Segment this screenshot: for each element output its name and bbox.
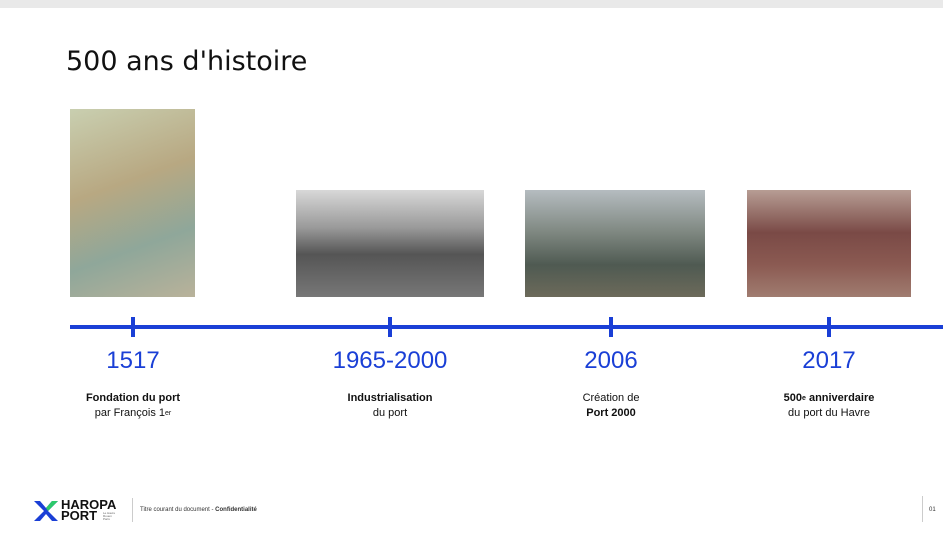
year: 2006 [511,347,711,375]
running-title: Titre courant du document - Confidential… [140,507,257,513]
description-line: par François 1er [33,406,233,421]
image-500 [747,190,911,297]
timeline-line [70,325,943,329]
description-line: du port du Havre [729,406,929,421]
divider [922,496,923,522]
text-segment: du port du Havre [788,407,870,419]
text-segment: par François 1 [95,407,165,419]
description-line: Port 2000 [511,406,711,421]
timeline-tick [827,317,831,337]
description-line: Fondation du port [33,391,233,406]
timeline-tick [609,317,613,337]
timeline-tick [131,317,135,337]
image-industrial [296,190,484,297]
year: 1965-2000 [290,347,490,375]
description: Création de Port 2000 [511,391,711,421]
text-segment: du port [373,407,407,419]
text-segment: Industrialisation [348,392,433,404]
running-text: Titre courant du document - [140,507,215,513]
text-segment: Fondation du port [86,392,180,404]
confidentiality: Confidentialité [215,507,257,513]
timeline-tick [388,317,392,337]
description: Fondation du port par François 1er [33,391,233,421]
description-line: du port [290,406,490,421]
text-segment: er [165,410,171,417]
text-segment: 500 [784,392,802,404]
logo-small: Le Havre Rouen Paris [103,512,119,521]
title: 500 ans d'histoire [66,46,307,77]
text-segment: Port 2000 [586,407,636,419]
year: 2017 [729,347,929,375]
description-line: Création de [511,391,711,406]
text-segment: Création de [583,392,640,404]
description-line: Industrialisation [290,391,490,406]
image-map [70,109,195,297]
description: Industrialisation du port [290,391,490,421]
image-port2000 [525,190,705,297]
page-number: 01 [929,507,936,513]
logo-icon [34,501,58,521]
slide: 500 ans d'histoire 1517 Fondation du port… [0,8,943,537]
year: 1517 [33,347,233,375]
description-line: 500e anniverdaire [729,391,929,406]
page: 500 ans d'histoire 1517 Fondation du port… [0,0,943,537]
divider [132,498,133,522]
text-segment: anniverdaire [806,392,874,404]
